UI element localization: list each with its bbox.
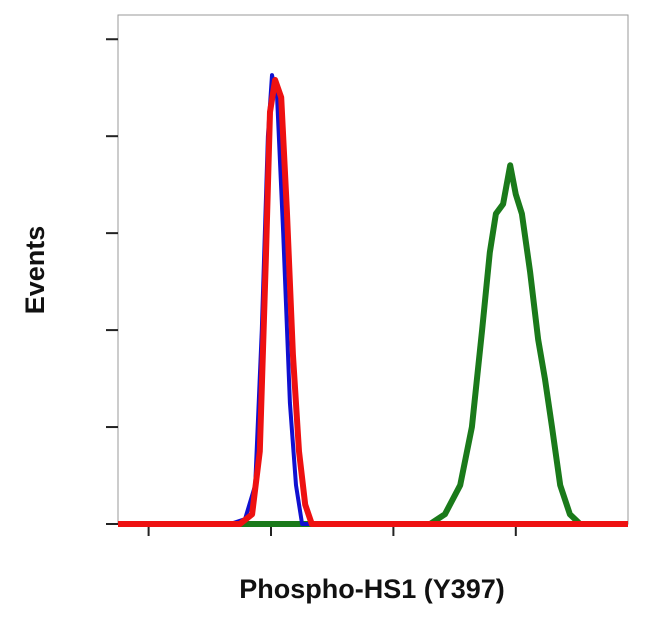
plot-frame: [117, 14, 629, 525]
series-line: [118, 73, 628, 526]
x-axis-label: Phospho-HS1 (Y397): [239, 574, 505, 604]
series-line: [118, 162, 628, 527]
y-axis-label: Events: [20, 226, 50, 315]
series-line: [118, 77, 628, 527]
